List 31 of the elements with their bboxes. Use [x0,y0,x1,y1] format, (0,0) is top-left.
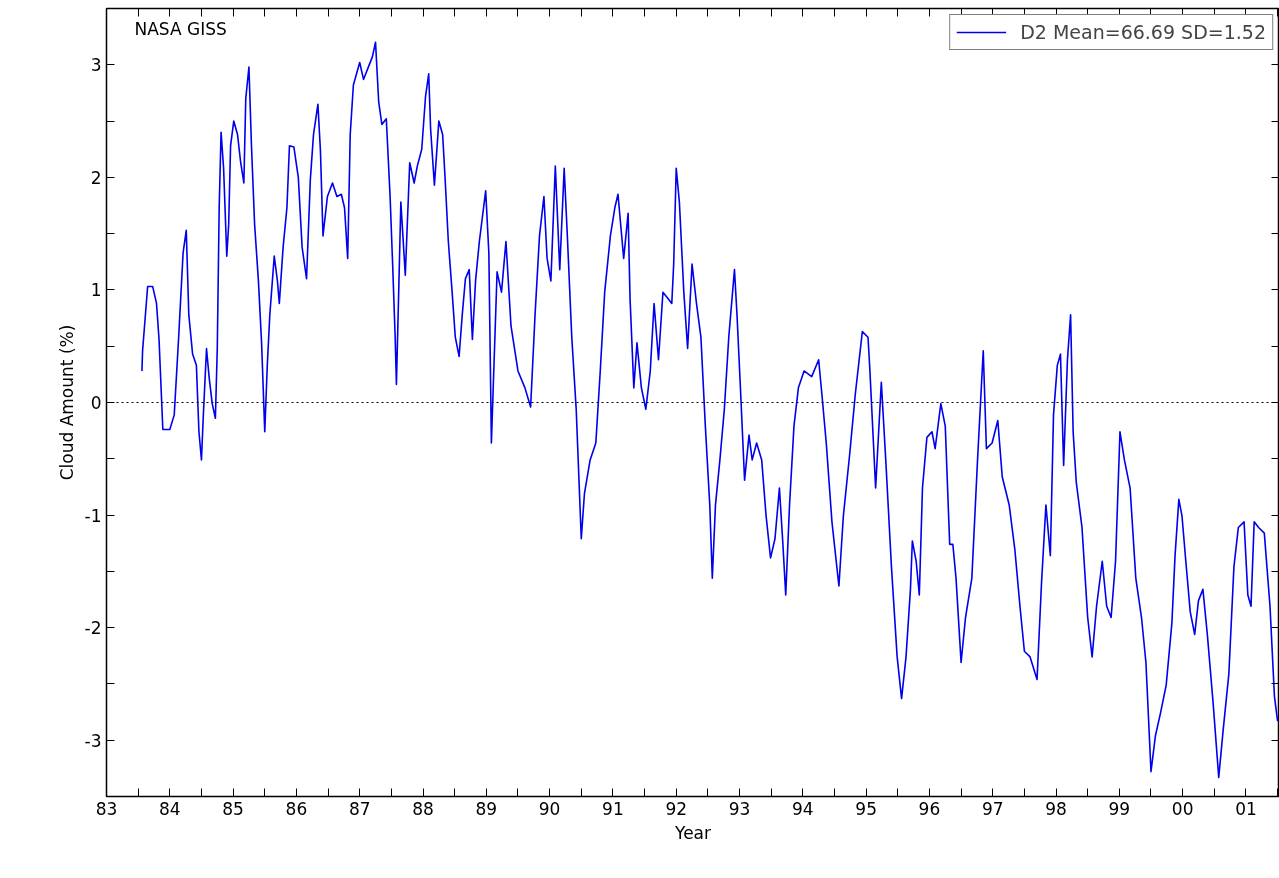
x-tick-label: 88 [412,798,434,819]
x-tick-label: 00 [1171,798,1194,819]
x-tick-label: 90 [538,798,561,819]
y-tick-label: -3 [84,730,102,751]
x-tick-label: 83 [95,798,118,819]
x-tick-label: 89 [475,798,498,819]
x-tick-label: 87 [348,798,371,819]
y-tick-label: 2 [90,167,102,188]
x-tick-label: 93 [728,798,751,819]
x-tick-label: 91 [602,798,624,819]
y-tick-label: 1 [90,280,102,301]
x-tick-label: 86 [285,798,308,819]
x-tick-label: 98 [1045,798,1067,819]
x-tick-label: 97 [981,798,1004,819]
x-tick-label: 84 [158,798,181,819]
x-tick-label: 92 [665,798,688,819]
y-tick-label: -1 [84,505,102,526]
x-tick-label: 96 [918,798,941,819]
line-series [141,41,1279,779]
y-tick-label: 0 [90,393,102,413]
legend-label: D2 Mean=66.69 SD=1.52 [1020,21,1266,43]
x-tick-label: 99 [1108,798,1131,819]
x-axis-title: Year [674,822,712,843]
x-tick-label: 95 [855,798,877,819]
y-axis-title: Cloud Amount (%) [56,324,77,481]
annotation: NASA GISS [134,18,227,39]
x-tick-label: 85 [222,798,244,819]
y-tick-label: 3 [90,55,102,76]
x-tick-label: 94 [792,798,814,819]
y-tick-label: -2 [84,618,102,639]
x-tick-label: 01 [1235,798,1257,819]
